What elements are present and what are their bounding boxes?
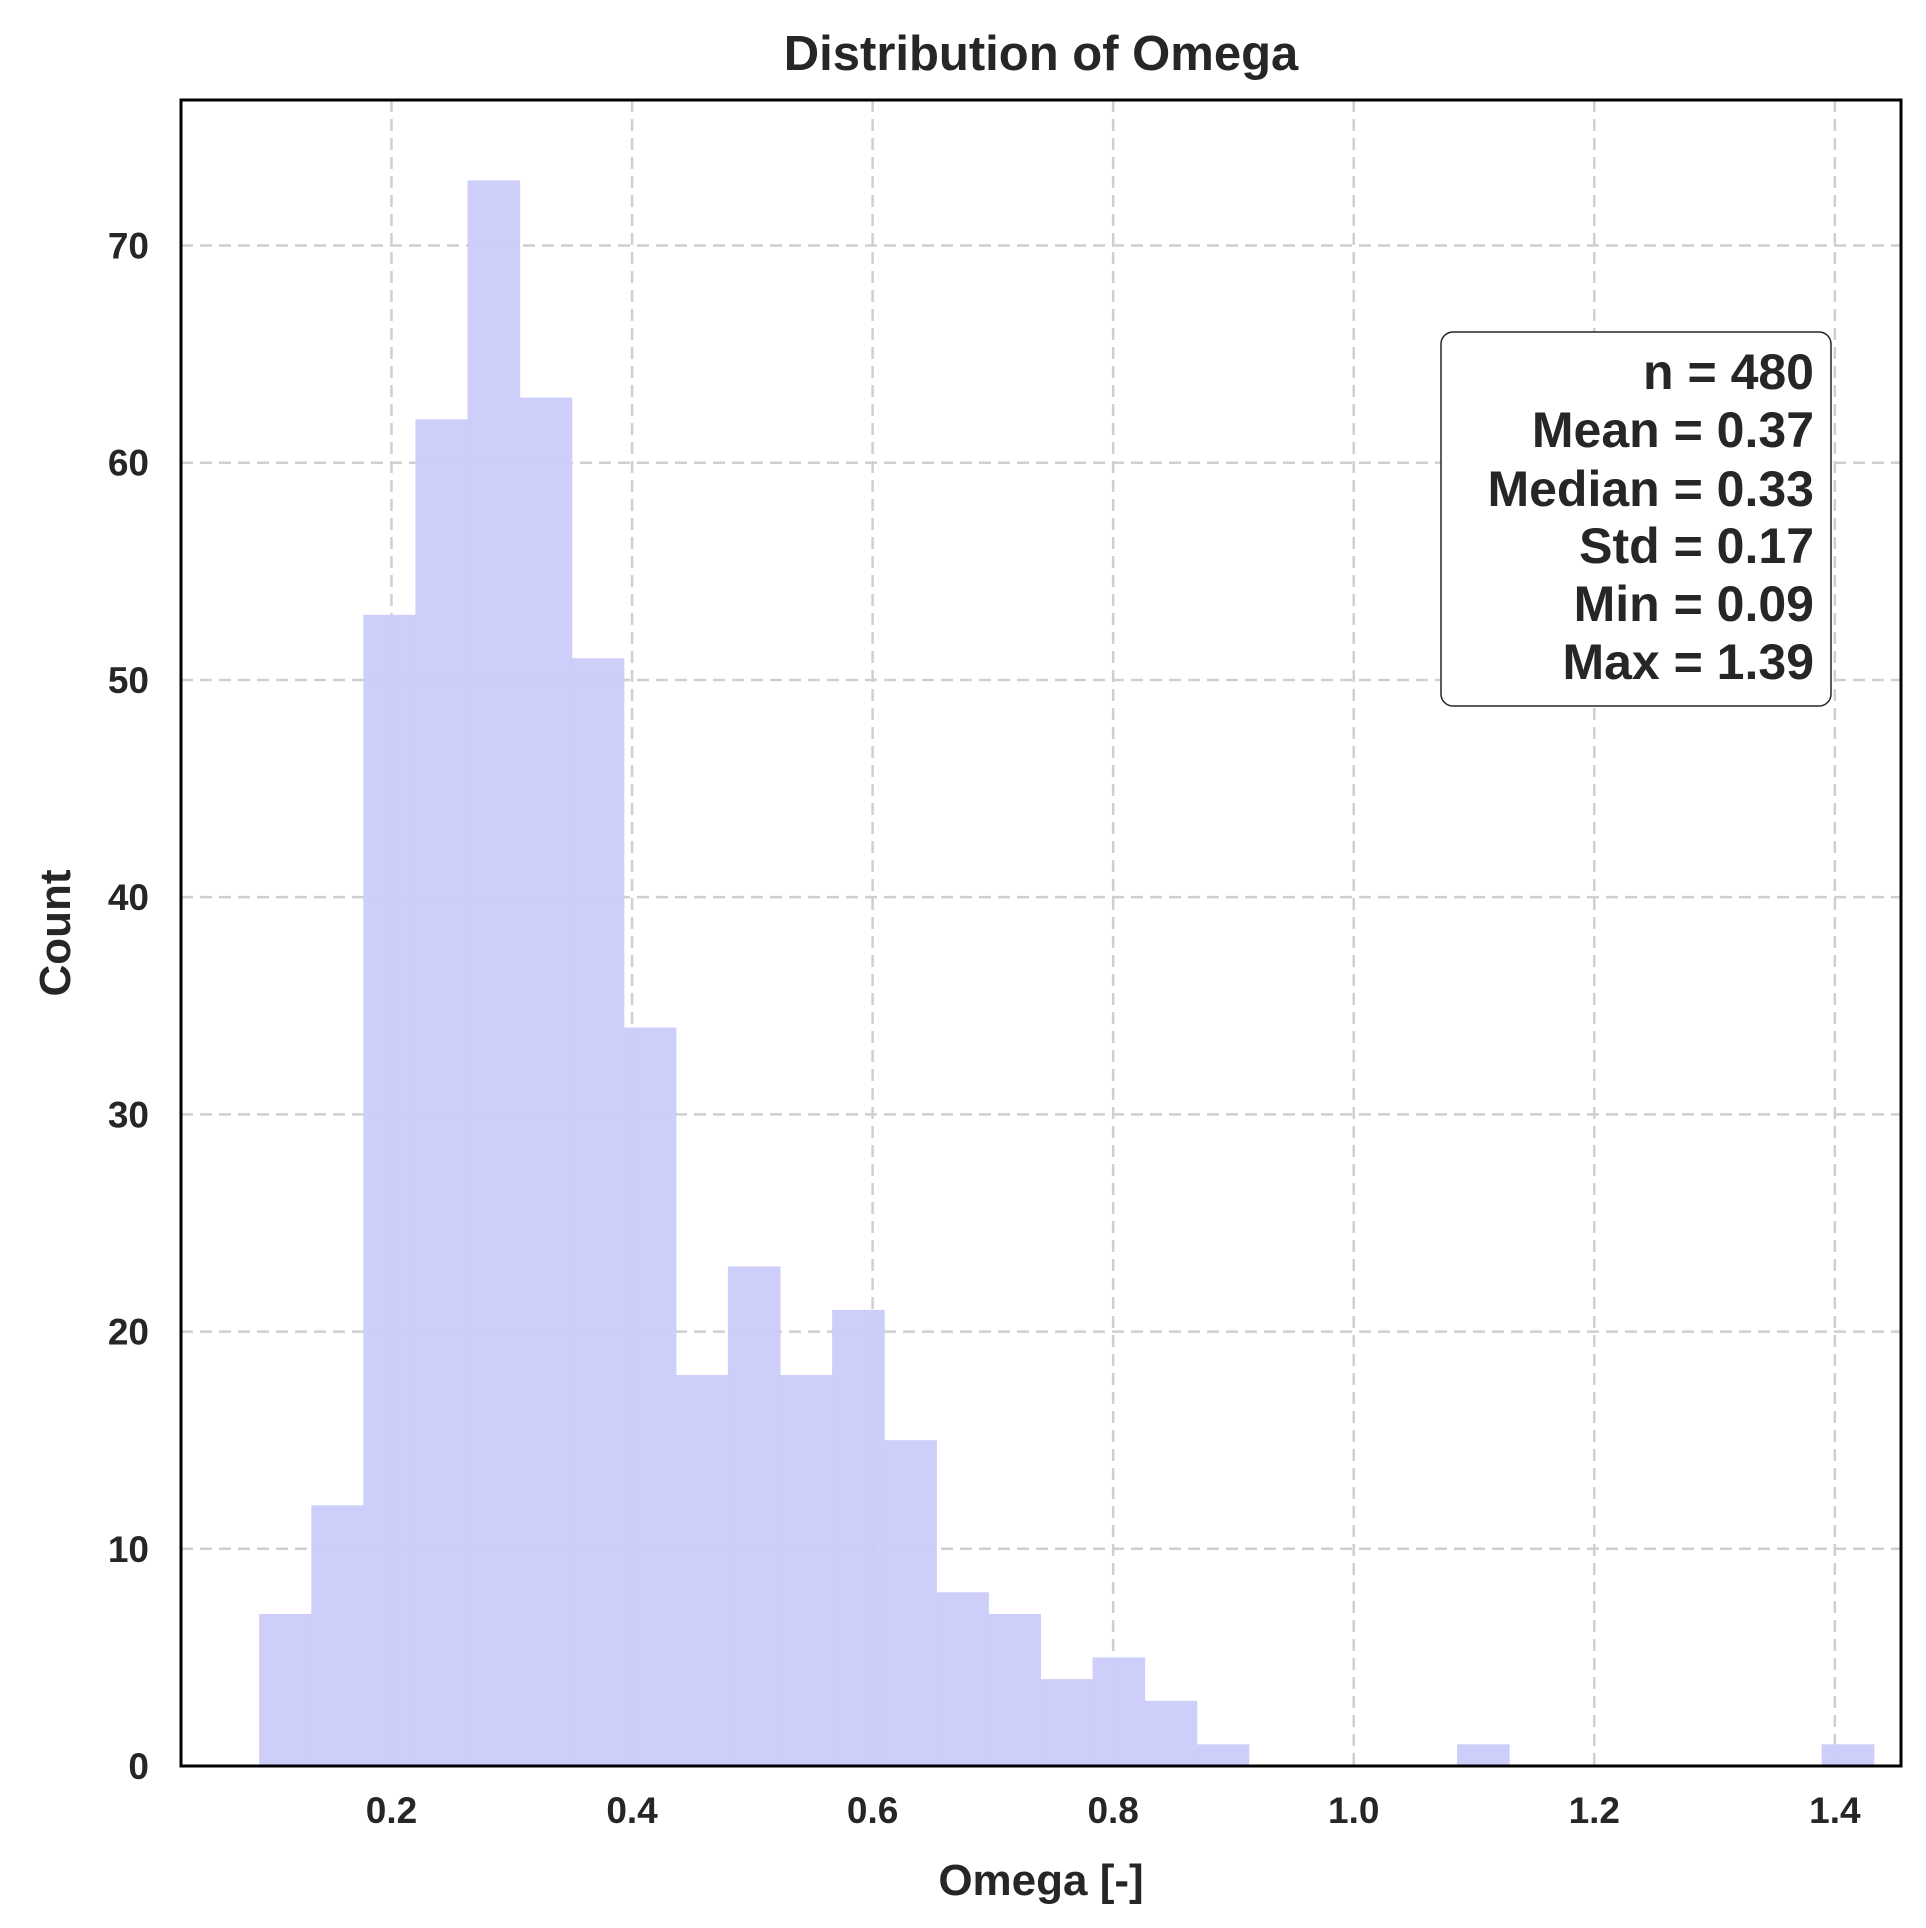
y-tick-label: 40: [108, 877, 149, 918]
histogram-bar: [832, 1309, 885, 1766]
histogram-bar: [779, 1375, 833, 1766]
y-tick-label: 10: [108, 1529, 149, 1570]
histogram-bar: [623, 1027, 677, 1766]
y-tick-label: 0: [128, 1746, 149, 1787]
stats-max: Max = 1.39: [1562, 634, 1814, 690]
x-tick-labels: 0.2 0.4 0.6 0.8 1.0 1.2 1.4: [366, 1790, 1861, 1831]
histogram-bar: [1821, 1744, 1875, 1766]
histogram-bar: [467, 180, 521, 1766]
y-tick-label: 20: [108, 1312, 149, 1353]
x-tick-label: 0.4: [606, 1790, 658, 1831]
histogram-bar: [1040, 1679, 1094, 1766]
histogram-bar: [1196, 1744, 1250, 1766]
histogram-bar: [1092, 1657, 1146, 1766]
histogram-bar: [519, 397, 573, 1766]
histogram-bar: [1457, 1744, 1510, 1766]
y-tick-label: 70: [108, 226, 149, 267]
x-tick-label: 0.2: [366, 1790, 417, 1831]
histogram-bar: [311, 1505, 364, 1766]
chart-title: Distribution of Omega: [784, 27, 1299, 81]
stats-mean: Mean = 0.37: [1532, 402, 1814, 458]
x-tick-label: 0.6: [847, 1790, 898, 1831]
stats-median: Median = 0.33: [1487, 461, 1814, 517]
x-tick-label: 0.8: [1087, 1790, 1138, 1831]
histogram-bar: [936, 1592, 989, 1766]
stats-box-frame: [1440, 331, 1832, 707]
y-axis-label: Count: [31, 869, 80, 996]
histogram-bar: [727, 1266, 781, 1766]
histogram-bar: [571, 658, 625, 1766]
stats-n: n = 480: [1643, 344, 1814, 400]
y-tick-labels: 0 10 20 30 40 50 60 70: [108, 226, 149, 1787]
histogram-bar: [415, 419, 469, 1766]
histogram-bar: [988, 1613, 1041, 1766]
stats-std: Std = 0.17: [1579, 518, 1814, 574]
y-tick-label: 60: [108, 443, 149, 484]
histogram-bar: [884, 1440, 937, 1766]
y-tick-label: 30: [108, 1094, 149, 1135]
x-tick-label: 1.2: [1569, 1790, 1620, 1831]
histogram-bar: [1144, 1700, 1198, 1766]
x-tick-label: 1.0: [1328, 1790, 1379, 1831]
histogram-bar: [363, 614, 417, 1766]
y-tick-label: 50: [108, 660, 149, 701]
histogram-bars: [259, 180, 1875, 1766]
x-tick-label: 1.4: [1809, 1790, 1861, 1831]
x-axis-label: Omega [-]: [938, 1856, 1143, 1905]
stats-box: n = 480 Mean = 0.37 Median = 0.33 Std = …: [1440, 331, 1832, 707]
histogram-bar: [675, 1375, 729, 1766]
histogram-bar: [259, 1613, 312, 1766]
plot-frame: [179, 98, 1903, 1768]
stats-min: Min = 0.09: [1574, 576, 1814, 632]
